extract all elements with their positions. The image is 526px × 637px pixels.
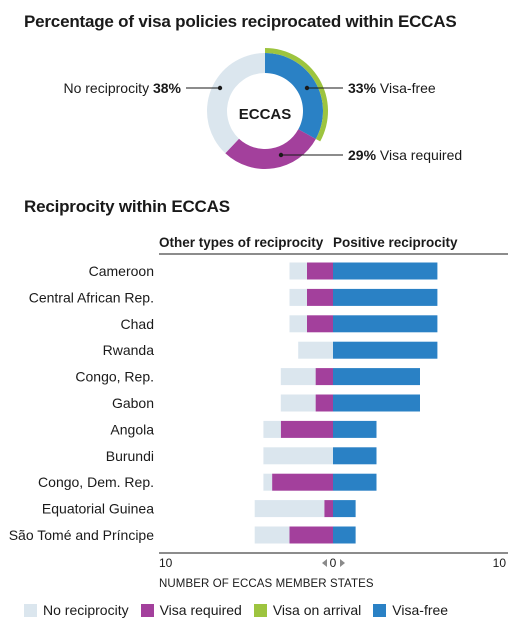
donut-slice-no-reciprocity (207, 53, 265, 154)
donut-label-no-reciprocity: No reciprocity 38% (63, 80, 181, 96)
bar-visa-required (324, 500, 333, 518)
bar-no-reciprocity (289, 288, 307, 306)
x-axis-title: NUMBER OF ECCAS MEMBER STATES (159, 578, 374, 590)
bar-visa-required (315, 368, 333, 386)
bar-visa-required (306, 262, 333, 280)
bar-no-reciprocity (263, 447, 333, 465)
bar-visa-required (272, 473, 333, 491)
bar-visa-free (333, 368, 420, 386)
bar-no-reciprocity (280, 394, 316, 412)
legend-item-visa-required: Visa required (140, 602, 242, 618)
legend-item-visa-free: Visa-free (373, 602, 448, 618)
bar-no-reciprocity (263, 420, 281, 438)
right-column-header: Positive reciprocity (333, 235, 458, 250)
category-label: Congo, Rep. (75, 369, 154, 385)
category-label: Cameroon (89, 263, 154, 279)
bar-visa-required (306, 315, 333, 333)
donut-label-visa-required: 29% Visa required (348, 147, 462, 163)
category-label: Gabon (112, 395, 154, 411)
bar-visa-free (333, 341, 438, 359)
bar-no-reciprocity (280, 368, 316, 386)
bar-visa-free (333, 500, 356, 518)
bar-chart-title: Reciprocity within ECCAS (24, 197, 230, 216)
legend-label: Visa-free (392, 602, 449, 618)
donut-slice-visa-free (265, 53, 323, 139)
donut-slice-visa-required (225, 129, 316, 169)
legend-item-no-reciprocity: No reciprocity (24, 602, 129, 618)
category-label: Equatorial Guinea (42, 501, 154, 517)
bar-chart: Other types of reciprocity Positive reci… (9, 235, 508, 590)
legend-swatch-no-reciprocity (24, 603, 37, 617)
donut-ring-visa-on-arrival (265, 48, 328, 142)
bar-no-reciprocity (289, 315, 307, 333)
bar-visa-free (333, 473, 377, 491)
donut-center-label: ECCAS (239, 106, 292, 123)
tick-center: 0 (330, 556, 337, 570)
legend-swatch-visa-on-arrival (253, 603, 267, 617)
tick-right: 10 (493, 556, 507, 570)
donut-label-visa-free: 33% Visa-free (348, 80, 436, 96)
bar-visa-required (289, 526, 333, 544)
bar-no-reciprocity (298, 341, 333, 359)
bar-visa-free (333, 315, 438, 333)
category-label: Chad (121, 316, 154, 332)
donut-chart: ECCAS No reciprocity 38% 33% Visa-free 2… (63, 48, 462, 169)
bar-visa-free (333, 262, 438, 280)
category-label: Angola (110, 421, 154, 437)
left-column-header: Other types of reciprocity (159, 235, 324, 250)
bar-visa-required (280, 420, 333, 438)
bar-visa-free (333, 526, 356, 544)
arrow-left-icon (322, 559, 327, 567)
arrow-right-icon (340, 559, 345, 567)
category-label: Central African Rep. (29, 289, 154, 305)
leader-dot-visa-required (278, 152, 284, 158)
bar-visa-required (315, 394, 333, 412)
bar-visa-free (333, 447, 377, 465)
bar-no-reciprocity (263, 473, 273, 491)
leader-dot-no-reciprocity (217, 85, 223, 91)
donut-title: Percentage of visa policies reciprocated… (24, 12, 457, 31)
bar-no-reciprocity (289, 262, 307, 280)
tick-left: 10 (159, 556, 173, 570)
bar-visa-free (333, 288, 438, 306)
bar-no-reciprocity (254, 526, 290, 544)
legend: No reciprocity Visa required Visa on arr… (24, 602, 460, 618)
legend-swatch-visa-free (373, 603, 387, 617)
category-label: São Tomé and Príncipe (9, 527, 154, 543)
legend-swatch-visa-required (140, 603, 154, 617)
category-label: Rwanda (103, 342, 155, 358)
category-label: Burundi (106, 448, 154, 464)
legend-label: Visa on arrival (272, 602, 362, 618)
bar-visa-free (333, 394, 420, 412)
legend-item-visa-on-arrival: Visa on arrival (253, 602, 362, 618)
legend-label: Visa required (159, 602, 242, 618)
leader-dot-visa-free (304, 85, 310, 91)
bar-visa-required (306, 288, 333, 306)
legend-label: No reciprocity (43, 602, 129, 618)
category-label: Congo, Dem. Rep. (38, 474, 154, 490)
bar-no-reciprocity (254, 500, 325, 518)
bar-visa-free (333, 420, 377, 438)
